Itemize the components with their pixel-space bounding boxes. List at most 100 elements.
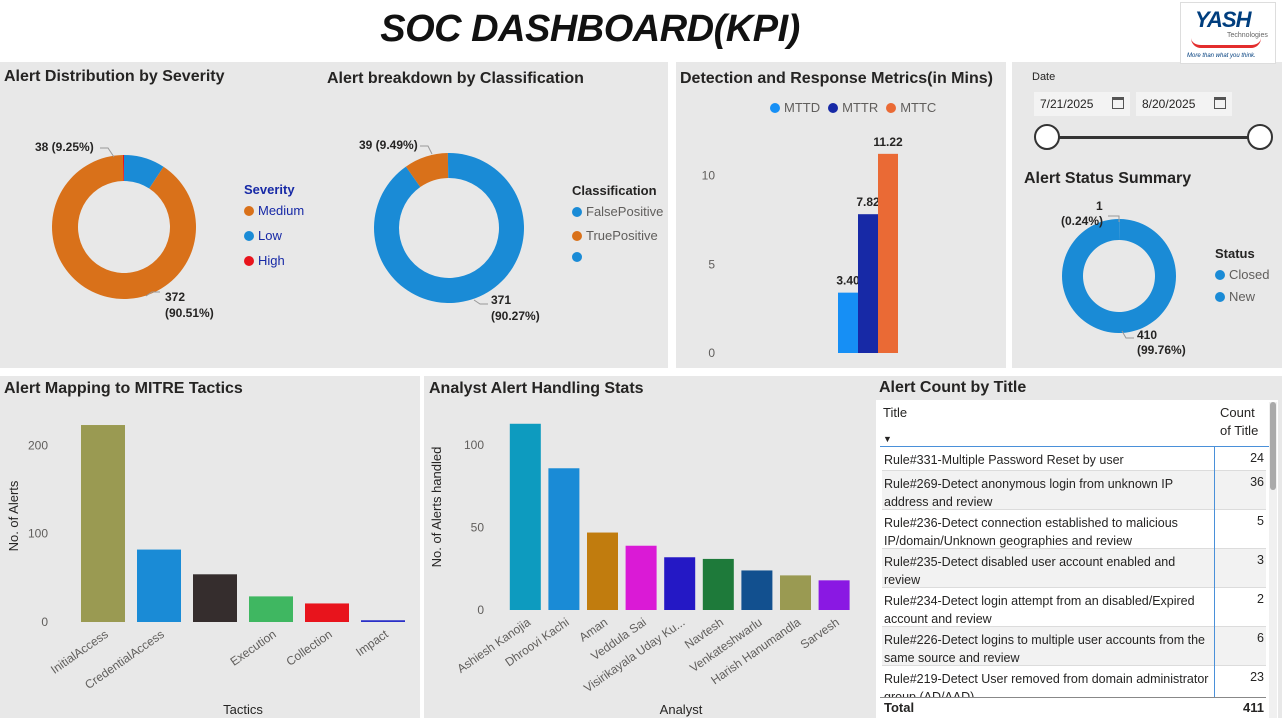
legend-item-closed[interactable]: Closed — [1215, 267, 1269, 282]
legend-label: MTTR — [842, 100, 879, 115]
date-start-input[interactable]: 7/21/2025 — [1034, 92, 1130, 116]
table-row[interactable]: Rule#226-Detect logins to multiple user … — [882, 626, 1266, 665]
severity-legend: Severity Medium Low High — [244, 182, 304, 275]
bar-collection[interactable] — [305, 603, 349, 622]
bar-credentialaccess[interactable] — [137, 549, 181, 622]
legend-item-mttd[interactable]: MTTD — [770, 100, 820, 115]
legend-item-new[interactable]: New — [1215, 289, 1269, 304]
classification-legend-title: Classification — [572, 183, 657, 198]
y-tick-label: 200 — [28, 438, 48, 452]
calendar-icon[interactable] — [1112, 97, 1124, 109]
legend-dot-mttc — [886, 102, 897, 113]
col-header-count-1[interactable]: Count — [1220, 405, 1255, 420]
y-tick-label: 10 — [702, 169, 716, 183]
calendar-icon[interactable] — [1214, 97, 1226, 109]
bar-execution[interactable] — [249, 596, 293, 622]
legend-item-medium[interactable]: Medium — [244, 203, 304, 218]
date-slider-end-handle[interactable] — [1247, 124, 1273, 150]
col-header-count-2[interactable]: of Title — [1220, 423, 1259, 438]
y-tick-label: 0 — [41, 615, 48, 629]
bar-impact[interactable] — [361, 620, 405, 622]
date-slider-track[interactable] — [1047, 136, 1260, 139]
date-end-input[interactable]: 8/20/2025 — [1136, 92, 1232, 116]
bar-initialaccess[interactable] — [81, 425, 125, 622]
bar-mttc[interactable] — [878, 153, 898, 353]
legend-item-mttr[interactable]: MTTR — [828, 100, 878, 115]
y-tick-label: 0 — [708, 346, 715, 360]
legend-label: FalsePositive — [586, 204, 664, 219]
severity-leaders — [100, 147, 160, 297]
x-tick-label: Impact — [353, 627, 391, 660]
legend-dot-blank — [572, 252, 582, 262]
bar-venkateshwarlu[interactable] — [741, 570, 773, 610]
bar-aman[interactable] — [587, 532, 618, 610]
slice-truepositive[interactable] — [405, 153, 449, 188]
row-count: 36 — [1250, 475, 1264, 489]
bar-veddula-sai[interactable] — [625, 545, 657, 610]
slice-new[interactable] — [1119, 219, 1120, 241]
severity-label-medium-count: 372 — [165, 290, 186, 304]
date-start-value: 7/21/2025 — [1040, 97, 1094, 111]
bar-mttd[interactable] — [838, 292, 858, 353]
legend-dot-high — [244, 255, 254, 266]
table-row[interactable]: Rule#331-Multiple Password Reset by user… — [882, 446, 1266, 470]
classification-donut[interactable] — [374, 153, 524, 303]
metrics-title: Detection and Response Metrics(in Mins) — [680, 70, 993, 87]
bar-value-label: 11.22 — [873, 135, 903, 149]
row-title: Rule#236-Detect connection established t… — [884, 516, 1178, 548]
bar-unknown[interactable] — [193, 574, 237, 622]
bar-harish-hanumandla[interactable] — [780, 575, 811, 610]
legend-dot-tp — [572, 230, 582, 241]
table-row[interactable]: Rule#235-Detect disabled user account en… — [882, 548, 1266, 587]
slice-low[interactable] — [124, 155, 164, 189]
row-title: Rule#331-Multiple Password Reset by user — [884, 453, 1124, 467]
legend-item-truepositive[interactable]: TruePositive — [572, 228, 663, 243]
bar-value-label: 7.82 — [856, 195, 880, 209]
severity-title: Alert Distribution by Severity — [4, 68, 225, 85]
total-value: 411 — [1243, 700, 1264, 715]
scrollbar-thumb[interactable] — [1270, 402, 1276, 490]
slice-falsepositive[interactable] — [374, 153, 524, 303]
col-header-title[interactable]: Title — [883, 405, 908, 420]
sort-desc-icon[interactable]: ▼ — [883, 434, 892, 444]
slice-blank[interactable] — [447, 153, 449, 179]
mitre-title: Alert Mapping to MITRE Tactics — [4, 380, 243, 397]
slice-closed[interactable] — [1062, 219, 1176, 333]
status-donut[interactable] — [1062, 219, 1176, 333]
status-leaders — [1108, 215, 1134, 339]
legend-item-low[interactable]: Low — [244, 228, 304, 243]
legend-dot-fp — [572, 206, 582, 217]
legend-item-mttc[interactable]: MTTC — [886, 100, 936, 115]
row-count: 6 — [1257, 631, 1264, 645]
table-row[interactable]: Rule#269-Detect anonymous login from unk… — [882, 470, 1266, 509]
table-row[interactable]: Rule#234-Detect login attempt from an di… — [882, 587, 1266, 626]
table-row[interactable]: Rule#236-Detect connection established t… — [882, 509, 1266, 548]
bar-ashiesh-kanojia[interactable] — [509, 423, 541, 610]
date-end-value: 8/20/2025 — [1142, 97, 1196, 111]
severity-donut[interactable] — [51, 155, 196, 299]
bar-visirikayala-uday-ku-[interactable] — [664, 557, 696, 610]
status-title: Alert Status Summary — [1024, 170, 1192, 187]
status-label-closed-pct: (99.76%) — [1137, 343, 1186, 357]
bar-dhroovi-kachi[interactable] — [548, 468, 580, 610]
date-slider-start-handle[interactable] — [1034, 124, 1060, 150]
leader-fp — [473, 299, 488, 305]
slice-medium[interactable] — [51, 155, 196, 299]
legend-item-high[interactable]: High — [244, 253, 304, 268]
bar-sarvesh[interactable] — [818, 580, 850, 610]
legend-item-falsepositive[interactable]: FalsePositive — [572, 204, 663, 219]
metrics-bar-chart: 0 5 10 3.40 7.82 11.22 — [702, 135, 903, 360]
table-scrollbar[interactable] — [1269, 402, 1277, 718]
legend-dot-low — [244, 230, 254, 241]
leader-closed — [1121, 330, 1134, 339]
bar-navtesh[interactable] — [702, 558, 734, 610]
classification-leaders — [420, 145, 488, 305]
bar-mttr[interactable] — [858, 214, 878, 353]
x-axis-title: Analyst — [660, 702, 703, 717]
slice-high[interactable] — [122, 155, 124, 182]
logo-tagline: More than what you think. — [1187, 53, 1256, 59]
legend-item-blank[interactable] — [572, 252, 663, 262]
y-tick-label: 50 — [471, 521, 485, 535]
classification-legend: Classification FalsePositive TruePositiv… — [572, 183, 663, 269]
